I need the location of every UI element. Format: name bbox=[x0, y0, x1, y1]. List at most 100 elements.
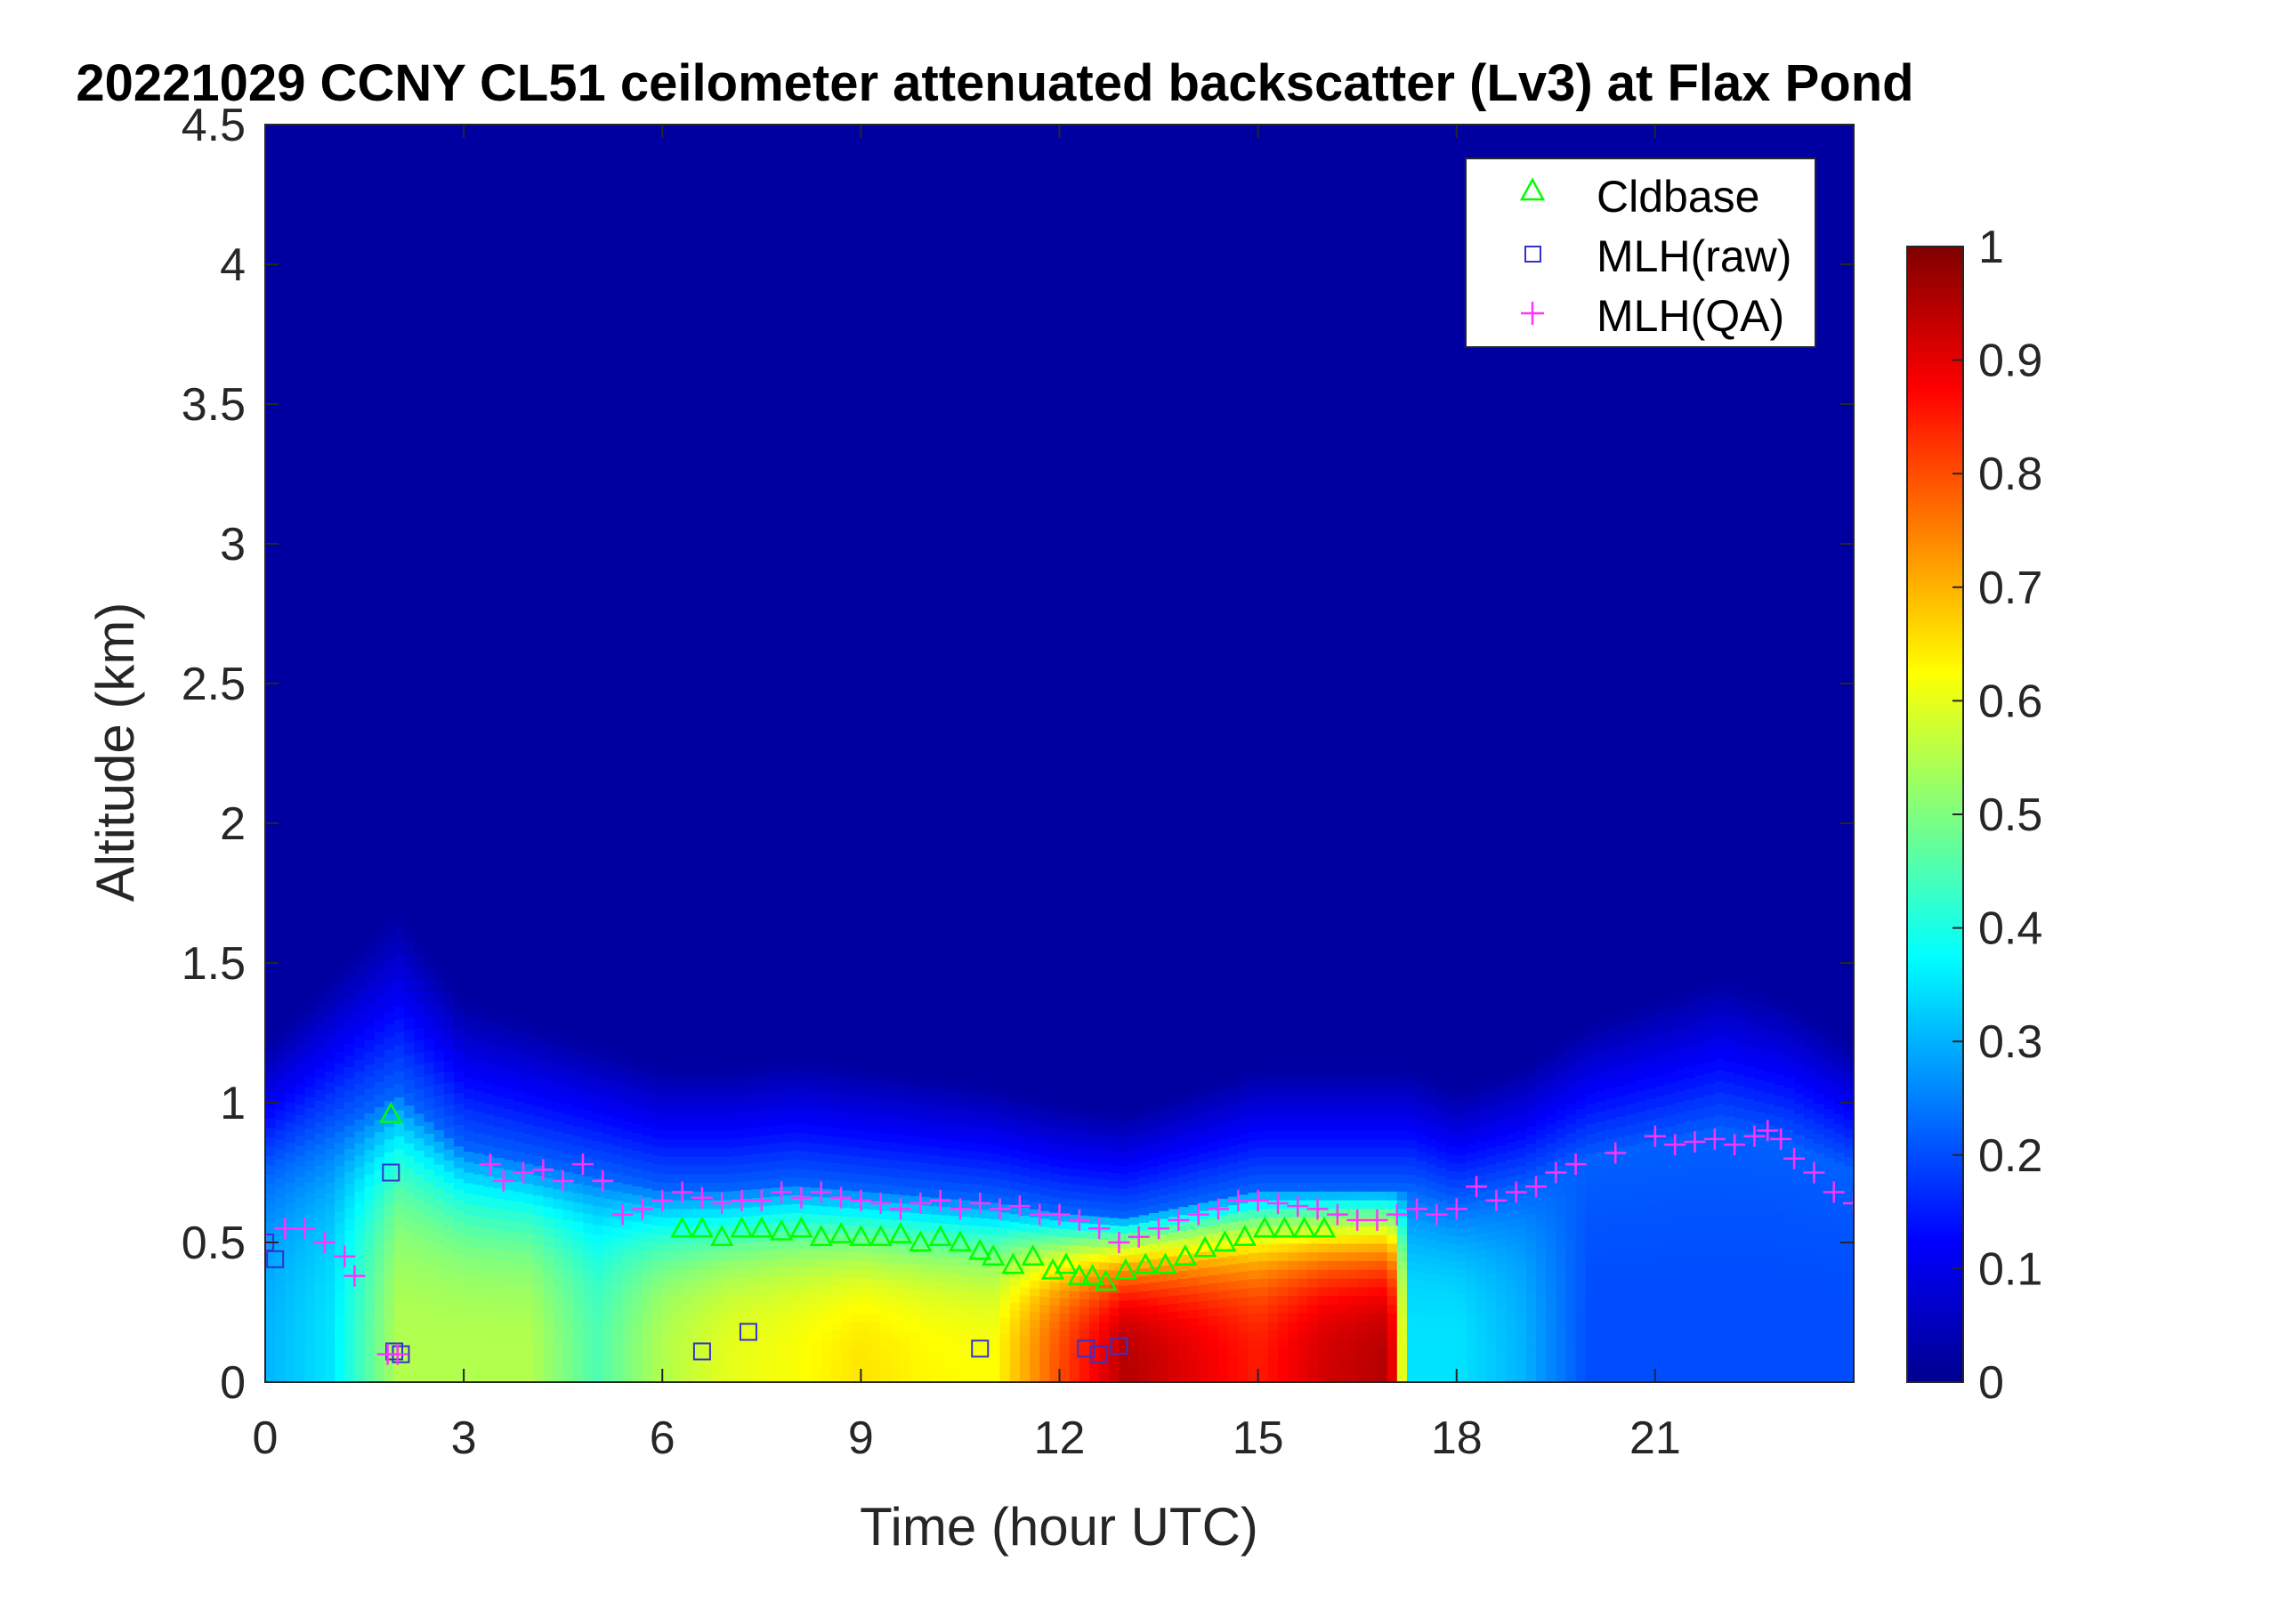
heatmap-cell bbox=[572, 1088, 584, 1099]
heatmap-cell bbox=[841, 1075, 853, 1086]
heatmap-cell bbox=[1148, 1258, 1160, 1267]
heatmap-cell bbox=[1506, 1081, 1517, 1091]
heatmap-cell bbox=[1565, 1046, 1577, 1057]
heatmap-cell bbox=[1069, 1366, 1080, 1376]
heatmap-cell bbox=[493, 1075, 505, 1087]
heatmap-cell bbox=[335, 1234, 346, 1246]
heatmap-cell bbox=[1168, 1137, 1180, 1146]
heatmap-cell bbox=[1049, 1328, 1061, 1337]
heatmap-cell bbox=[304, 1160, 316, 1172]
heatmap-cell bbox=[1109, 1202, 1120, 1211]
heatmap-cell bbox=[1049, 1227, 1061, 1236]
heatmap-cell bbox=[1436, 1290, 1448, 1300]
heatmap-cell bbox=[562, 1123, 574, 1134]
heatmap-cell bbox=[1109, 1187, 1120, 1196]
heatmap-cell bbox=[821, 1267, 832, 1277]
heatmap-cell bbox=[761, 1284, 772, 1295]
heatmap-cell bbox=[1605, 1290, 1617, 1302]
heatmap-cell bbox=[1396, 1321, 1408, 1331]
heatmap-cell bbox=[901, 1314, 911, 1323]
heatmap-cell bbox=[870, 1304, 882, 1315]
heatmap-cell bbox=[523, 1322, 535, 1333]
heatmap-cell bbox=[1347, 1234, 1358, 1244]
heatmap-cell bbox=[1565, 1286, 1577, 1297]
heatmap-cell bbox=[781, 1212, 793, 1223]
heatmap-cell bbox=[1327, 1355, 1338, 1366]
heatmap-cell bbox=[901, 1245, 911, 1256]
heatmap-cell bbox=[443, 1059, 455, 1072]
heatmap-cell bbox=[1536, 1328, 1547, 1339]
heatmap-cell bbox=[1288, 1086, 1299, 1096]
heatmap-cell bbox=[741, 1093, 753, 1103]
heatmap-cell bbox=[285, 1232, 296, 1243]
heatmap-cell bbox=[1218, 1097, 1229, 1107]
heatmap-cell bbox=[1565, 1113, 1577, 1124]
heatmap-cell bbox=[1138, 1359, 1150, 1368]
heatmap-cell bbox=[970, 1233, 982, 1242]
heatmap-cell bbox=[562, 1171, 574, 1182]
heatmap-cell bbox=[493, 1137, 505, 1148]
heatmap-cell bbox=[890, 1159, 901, 1169]
heatmap-cell bbox=[1317, 1286, 1329, 1297]
heatmap-cell bbox=[384, 1202, 395, 1217]
heatmap-cell bbox=[354, 1274, 366, 1288]
heatmap-cell bbox=[672, 1217, 683, 1226]
heatmap-cell bbox=[1238, 1125, 1249, 1136]
heatmap-cell bbox=[1099, 1367, 1111, 1376]
heatmap-cell bbox=[830, 1127, 842, 1137]
heatmap-cell bbox=[1595, 1251, 1606, 1263]
heatmap-cell bbox=[1625, 1340, 1637, 1352]
heatmap-cell bbox=[1615, 1300, 1627, 1312]
heatmap-cell bbox=[930, 1264, 942, 1274]
heatmap-cell bbox=[1218, 1290, 1229, 1299]
heatmap-cell bbox=[1248, 1234, 1259, 1245]
heatmap-cell bbox=[870, 1234, 882, 1245]
heatmap-cell bbox=[364, 1124, 376, 1138]
heatmap-cell bbox=[1436, 1299, 1448, 1309]
heatmap-cell bbox=[275, 1187, 287, 1198]
heatmap-cell bbox=[1436, 1233, 1448, 1242]
heatmap-cell bbox=[1417, 1254, 1428, 1264]
heatmap-cell bbox=[1615, 1198, 1627, 1210]
heatmap-cell bbox=[1009, 1133, 1021, 1142]
heatmap-cell bbox=[384, 959, 395, 974]
heatmap-cell bbox=[1427, 1222, 1438, 1232]
heatmap-cell bbox=[920, 1213, 932, 1223]
heatmap-cell bbox=[1635, 1299, 1646, 1310]
heatmap-cell bbox=[732, 1338, 743, 1348]
heatmap-cell bbox=[1386, 1121, 1398, 1131]
heatmap-cell bbox=[374, 1356, 385, 1371]
heatmap-cell bbox=[999, 1219, 1011, 1229]
heatmap-cell bbox=[1506, 1141, 1517, 1152]
heatmap-cell bbox=[652, 1163, 664, 1174]
heatmap-cell bbox=[1605, 1179, 1617, 1191]
heatmap-cell bbox=[940, 1130, 951, 1140]
heatmap-cell bbox=[1595, 1050, 1606, 1062]
heatmap-cell bbox=[1267, 1208, 1279, 1218]
heatmap-cell bbox=[1009, 1141, 1021, 1150]
heatmap-cell bbox=[959, 1174, 971, 1184]
heatmap-cell bbox=[523, 1064, 535, 1075]
heatmap-cell bbox=[394, 1330, 405, 1345]
heatmap-cell bbox=[344, 1019, 356, 1032]
heatmap-cell bbox=[1367, 1321, 1378, 1331]
heatmap-cell bbox=[1456, 1284, 1467, 1294]
heatmap-cell bbox=[453, 995, 465, 1007]
heatmap-cell bbox=[1030, 1350, 1040, 1360]
heatmap-cell bbox=[940, 1164, 951, 1174]
heatmap-cell bbox=[265, 1202, 276, 1213]
heatmap-cell bbox=[1357, 1295, 1369, 1305]
heatmap-cell bbox=[503, 1290, 514, 1302]
heatmap-cell bbox=[622, 1291, 634, 1302]
heatmap-cell bbox=[1575, 1108, 1587, 1120]
heatmap-cell bbox=[1347, 1217, 1358, 1226]
heatmap-cell bbox=[1466, 1291, 1477, 1301]
heatmap-cell bbox=[632, 1087, 643, 1097]
heatmap-cell bbox=[1377, 1156, 1388, 1166]
heatmap-cell bbox=[265, 1315, 276, 1327]
heatmap-cell bbox=[1238, 1296, 1249, 1307]
heatmap-cell bbox=[851, 1339, 862, 1348]
heatmap-cell bbox=[722, 1234, 733, 1244]
heatmap-cell bbox=[1347, 1339, 1358, 1348]
heatmap-cell bbox=[1357, 1286, 1369, 1297]
